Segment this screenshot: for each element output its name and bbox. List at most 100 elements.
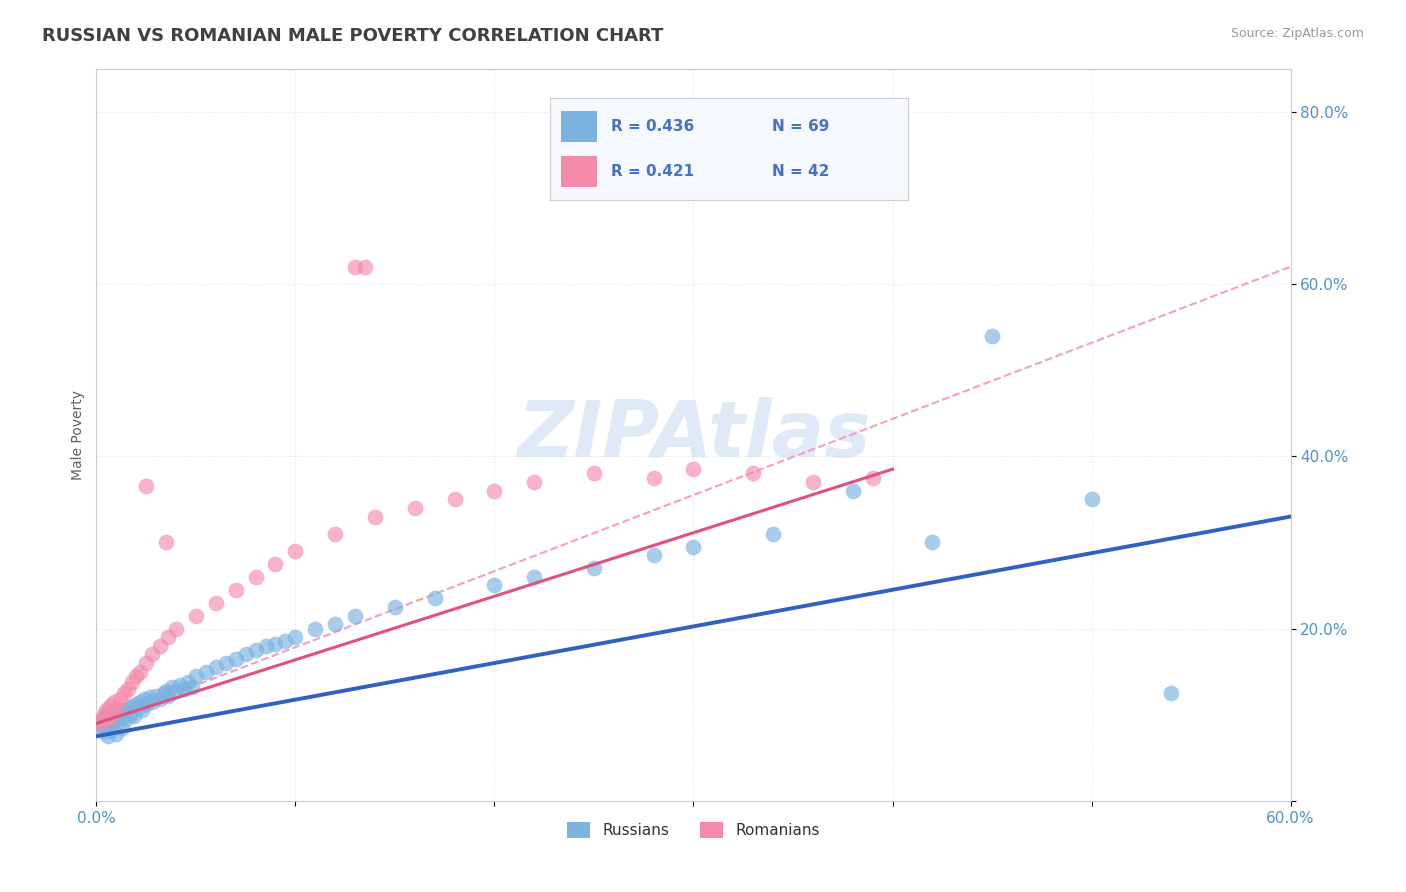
- Point: [582, 561, 605, 575]
- Point: [682, 462, 704, 476]
- Point: [117, 681, 139, 696]
- Point: [112, 686, 135, 700]
- Point: [134, 692, 156, 706]
- Point: [165, 622, 187, 636]
- Point: [245, 570, 267, 584]
- Point: [131, 703, 153, 717]
- Point: [194, 665, 217, 679]
- Point: [98, 714, 121, 729]
- Point: [323, 526, 346, 541]
- Point: [156, 689, 179, 703]
- Point: [110, 709, 132, 723]
- Point: [97, 718, 120, 732]
- Point: [149, 639, 172, 653]
- Point: [184, 669, 207, 683]
- Point: [89, 716, 111, 731]
- Point: [125, 669, 148, 683]
- Point: [160, 680, 183, 694]
- Point: [121, 675, 143, 690]
- Point: [862, 471, 884, 485]
- Point: [523, 570, 546, 584]
- Point: [111, 721, 134, 735]
- Point: [98, 723, 121, 738]
- Point: [184, 608, 207, 623]
- Point: [93, 725, 115, 739]
- Point: [364, 509, 387, 524]
- Point: [523, 475, 546, 489]
- Point: [582, 467, 605, 481]
- Point: [91, 712, 114, 726]
- Point: [177, 675, 200, 690]
- Point: [139, 690, 162, 705]
- Point: [643, 549, 665, 563]
- Point: [110, 692, 132, 706]
- Point: [149, 692, 172, 706]
- Point: [423, 591, 446, 606]
- Point: [121, 699, 143, 714]
- Point: [115, 712, 138, 726]
- Point: [254, 639, 277, 653]
- Point: [682, 540, 704, 554]
- Point: [97, 729, 120, 743]
- Point: [117, 701, 139, 715]
- Point: [284, 544, 307, 558]
- Point: [1080, 492, 1102, 507]
- Point: [225, 651, 247, 665]
- Point: [96, 721, 118, 735]
- Point: [125, 698, 148, 712]
- Point: [404, 500, 426, 515]
- Point: [96, 703, 118, 717]
- Point: [742, 467, 765, 481]
- Point: [484, 578, 506, 592]
- Point: [264, 637, 287, 651]
- Point: [135, 656, 157, 670]
- Point: [245, 643, 267, 657]
- Text: ZIPAtlas: ZIPAtlas: [517, 397, 870, 473]
- Point: [921, 535, 943, 549]
- Point: [156, 630, 179, 644]
- Point: [107, 714, 129, 729]
- Point: [165, 683, 187, 698]
- Point: [443, 492, 465, 507]
- Point: [93, 707, 115, 722]
- Legend: Russians, Romanians: Russians, Romanians: [561, 816, 825, 845]
- Point: [354, 260, 377, 274]
- Point: [304, 622, 326, 636]
- Point: [484, 483, 506, 498]
- Point: [153, 686, 176, 700]
- Point: [841, 483, 863, 498]
- Point: [101, 718, 124, 732]
- Point: [103, 695, 125, 709]
- Point: [155, 535, 177, 549]
- Point: [135, 698, 157, 712]
- Point: [91, 716, 114, 731]
- Point: [173, 681, 195, 696]
- Point: [127, 701, 149, 715]
- Point: [105, 701, 128, 715]
- Point: [204, 596, 226, 610]
- Text: Source: ZipAtlas.com: Source: ZipAtlas.com: [1230, 27, 1364, 40]
- Point: [98, 699, 121, 714]
- Y-axis label: Male Poverty: Male Poverty: [72, 390, 86, 480]
- Point: [135, 479, 157, 493]
- Point: [204, 660, 226, 674]
- Point: [129, 665, 152, 679]
- Point: [120, 707, 142, 722]
- Point: [235, 648, 257, 662]
- Point: [801, 475, 824, 489]
- Point: [384, 600, 406, 615]
- Point: [112, 703, 135, 717]
- Point: [101, 707, 124, 722]
- Point: [105, 706, 128, 720]
- Text: RUSSIAN VS ROMANIAN MALE POVERTY CORRELATION CHART: RUSSIAN VS ROMANIAN MALE POVERTY CORRELA…: [42, 27, 664, 45]
- Point: [96, 707, 118, 722]
- Point: [155, 683, 177, 698]
- Point: [344, 608, 367, 623]
- Point: [145, 689, 167, 703]
- Point: [215, 656, 238, 670]
- Point: [141, 648, 163, 662]
- Point: [89, 721, 111, 735]
- Point: [105, 727, 128, 741]
- Point: [180, 680, 202, 694]
- Point: [274, 634, 297, 648]
